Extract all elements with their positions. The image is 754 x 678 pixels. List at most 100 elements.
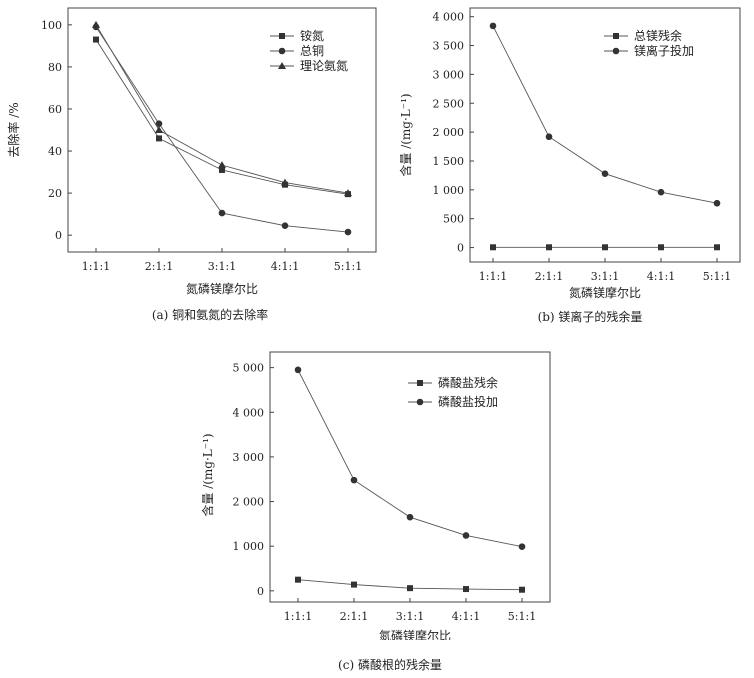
chart-c-legend-marker: [416, 398, 424, 406]
chart-a-series-2-point: [92, 20, 100, 28]
chart-a-ytick-label: 80: [48, 61, 62, 74]
chart-c-series-1-point: [406, 513, 414, 521]
chart-c-series-0-point: [351, 581, 357, 588]
chart-b-series-1-point: [657, 188, 665, 196]
chart-c-xlabel: 氮磷镁摩尔比: [379, 628, 451, 640]
chart-b-xlabel: 氮磷镁摩尔比: [569, 285, 641, 300]
chart-b-xtick-label: 1:1:1: [479, 270, 507, 283]
chart-b-legend-marker: [613, 33, 619, 39]
chart-c-legend-marker: [417, 380, 423, 386]
chart-a-ytick-label: 40: [48, 145, 62, 158]
chart-b-series-0: [490, 244, 720, 251]
chart-b-ytick-label: 2 000: [433, 126, 465, 139]
chart-b-series-1-point: [489, 22, 497, 30]
caption-a: (a) 铜和氨氮的去除率: [151, 308, 269, 322]
chart-b-legend-marker: [612, 47, 620, 55]
chart-a-legend-label: 铵氮: [300, 28, 324, 43]
chart-a-series-1-point: [281, 222, 289, 230]
chart-a-series-2-point: [281, 178, 289, 186]
chart-a-legend-marker: [279, 33, 285, 39]
chart-b-ytick-label: 1 500: [433, 155, 465, 168]
chart-b-frame: [469, 7, 741, 263]
chart-a-xtick-label: 1:1:1: [82, 260, 110, 273]
chart-b-series-0-point: [490, 244, 496, 251]
chart-c-ytick-label: 1 000: [233, 540, 265, 553]
chart-c-xtick-label: 3:1:1: [396, 610, 424, 623]
chart-a-ytick-label: 20: [48, 187, 62, 200]
chart-c-series-0-point: [407, 585, 413, 592]
chart-b: 0 500 1 000 1 500 2 000 2 500 3 000 3 500 4 000 1…: [380, 0, 754, 304]
chart-c: 0 1 000 2 000 3 000 4 000 5 000 1:1:1 2:1:1 3:1:…: [190, 340, 570, 644]
chart-a-series-1-point: [155, 120, 163, 127]
chart-b-ytick-label: 3 000: [433, 68, 465, 81]
chart-a-legend-marker: [278, 47, 286, 55]
chart-b-ytick-label: 1 000: [433, 184, 465, 197]
chart-a-legend-marker: [278, 62, 286, 69]
chart-a-ytick-label: 100: [41, 19, 62, 32]
chart-a-series-0-point: [93, 36, 99, 43]
chart-b-legend-label: 镁离子投加: [634, 43, 694, 58]
chart-c-ytick-label: 4 000: [233, 406, 265, 419]
chart-a-series-2-point: [155, 126, 163, 133]
chart-b-series-1-point: [545, 133, 553, 141]
chart-a-series-1-point: [344, 228, 352, 236]
chart-c-series-1-point: [350, 476, 358, 484]
chart-b-ytick-label: 2 500: [433, 97, 465, 110]
chart-b-series-0-point: [714, 244, 720, 251]
chart-c-xtick-label: 5:1:1: [508, 610, 536, 623]
chart-b-series-1-point: [713, 199, 721, 207]
chart-a-series-0-point: [219, 166, 225, 173]
chart-c-ylabel: 含量 /(mg·L⁻¹): [200, 433, 215, 516]
chart-c-legend-label: 磷酸盐残余: [438, 375, 498, 390]
chart-c-series-1-point: [294, 366, 302, 374]
chart-c-ytick-label: 3 000: [233, 451, 265, 464]
chart-b-ytick-label: 0: [457, 242, 464, 255]
chart-c-svg: 0 1 000 2 000 3 000 4 000 5 000 1:1:1 2:1:1 3:1:…: [200, 351, 551, 643]
chart-c-ytick-label: 2 000: [233, 496, 265, 509]
chart-a-legend-label: 理论氨氮: [300, 58, 348, 73]
chart-b-xtick-label: 2:1:1: [535, 270, 563, 283]
chart-c-series-0: [295, 576, 525, 593]
chart-c-series-1: [294, 366, 526, 550]
caption-c: (c) 磷酸根的残余量: [338, 658, 442, 672]
chart-b-xtick-label: 4:1:1: [647, 270, 675, 283]
chart-b-xtick-label: 5:1:1: [703, 270, 731, 283]
chart-b-svg: 0 500 1 000 1 500 2 000 2 500 3 000 3 500 4 000 1…: [398, 7, 741, 300]
chart-a-legend-label: 总铜: [300, 43, 324, 58]
chart-a-ytick-label: 0: [55, 229, 62, 242]
chart-c-xtick-label: 1:1:1: [284, 610, 312, 623]
chart-a-xtick-label: 4:1:1: [271, 260, 299, 273]
chart-b-series-0-point: [602, 244, 608, 251]
chart-b-ytick-label: 500: [443, 213, 464, 226]
chart-b-ytick-label: 4 000: [433, 11, 465, 24]
chart-c-ytick-label: 5 000: [233, 362, 265, 375]
chart-a-series-2-point: [344, 189, 352, 197]
chart-c-series-0-point: [519, 586, 525, 593]
chart-b-xtick-label: 3:1:1: [591, 270, 619, 283]
chart-a-series-2: [92, 20, 352, 197]
chart-a-xtick-label: 2:1:1: [145, 260, 173, 273]
chart-b-ytick-label: 3 500: [433, 40, 465, 53]
chart-a: 0 20 40 60 80 100 1:1:1 2:1:1 3:1:1 4:1:1 5:1:1 氮磷镁…: [0, 0, 380, 304]
chart-c-series-0-point: [463, 586, 469, 593]
chart-a-series-2-point: [218, 161, 226, 169]
chart-a-xtick-label: 5:1:1: [334, 260, 362, 273]
chart-c-series-1-point: [462, 532, 470, 539]
chart-b-series-1: [489, 22, 721, 207]
chart-a-svg: 0 20 40 60 80 100 1:1:1 2:1:1 3:1:1 4:1:1 5:1:1 氮磷镁…: [6, 7, 377, 296]
chart-c-legend-label: 磷酸盐投加: [438, 394, 498, 409]
chart-c-frame: [269, 351, 551, 603]
chart-a-ytick-label: 60: [48, 103, 62, 116]
chart-a-xtick-label: 3:1:1: [208, 260, 236, 273]
chart-c-xtick-label: 4:1:1: [452, 610, 480, 623]
chart-c-series-1-point: [518, 543, 526, 550]
chart-b-series-0-point: [658, 244, 664, 251]
chart-a-ylabel: 去除率 /%: [6, 102, 21, 157]
chart-c-xtick-label: 2:1:1: [340, 610, 368, 623]
chart-a-xlabel: 氮磷镁摩尔比: [186, 281, 258, 296]
chart-b-legend-label: 总镁残余: [634, 28, 682, 43]
chart-b-series-0-point: [546, 244, 552, 251]
chart-a-series-0-point: [156, 135, 162, 142]
chart-b-ylabel: 含量 /(mg·L⁻¹): [398, 93, 413, 176]
chart-c-series-0-point: [295, 576, 301, 583]
